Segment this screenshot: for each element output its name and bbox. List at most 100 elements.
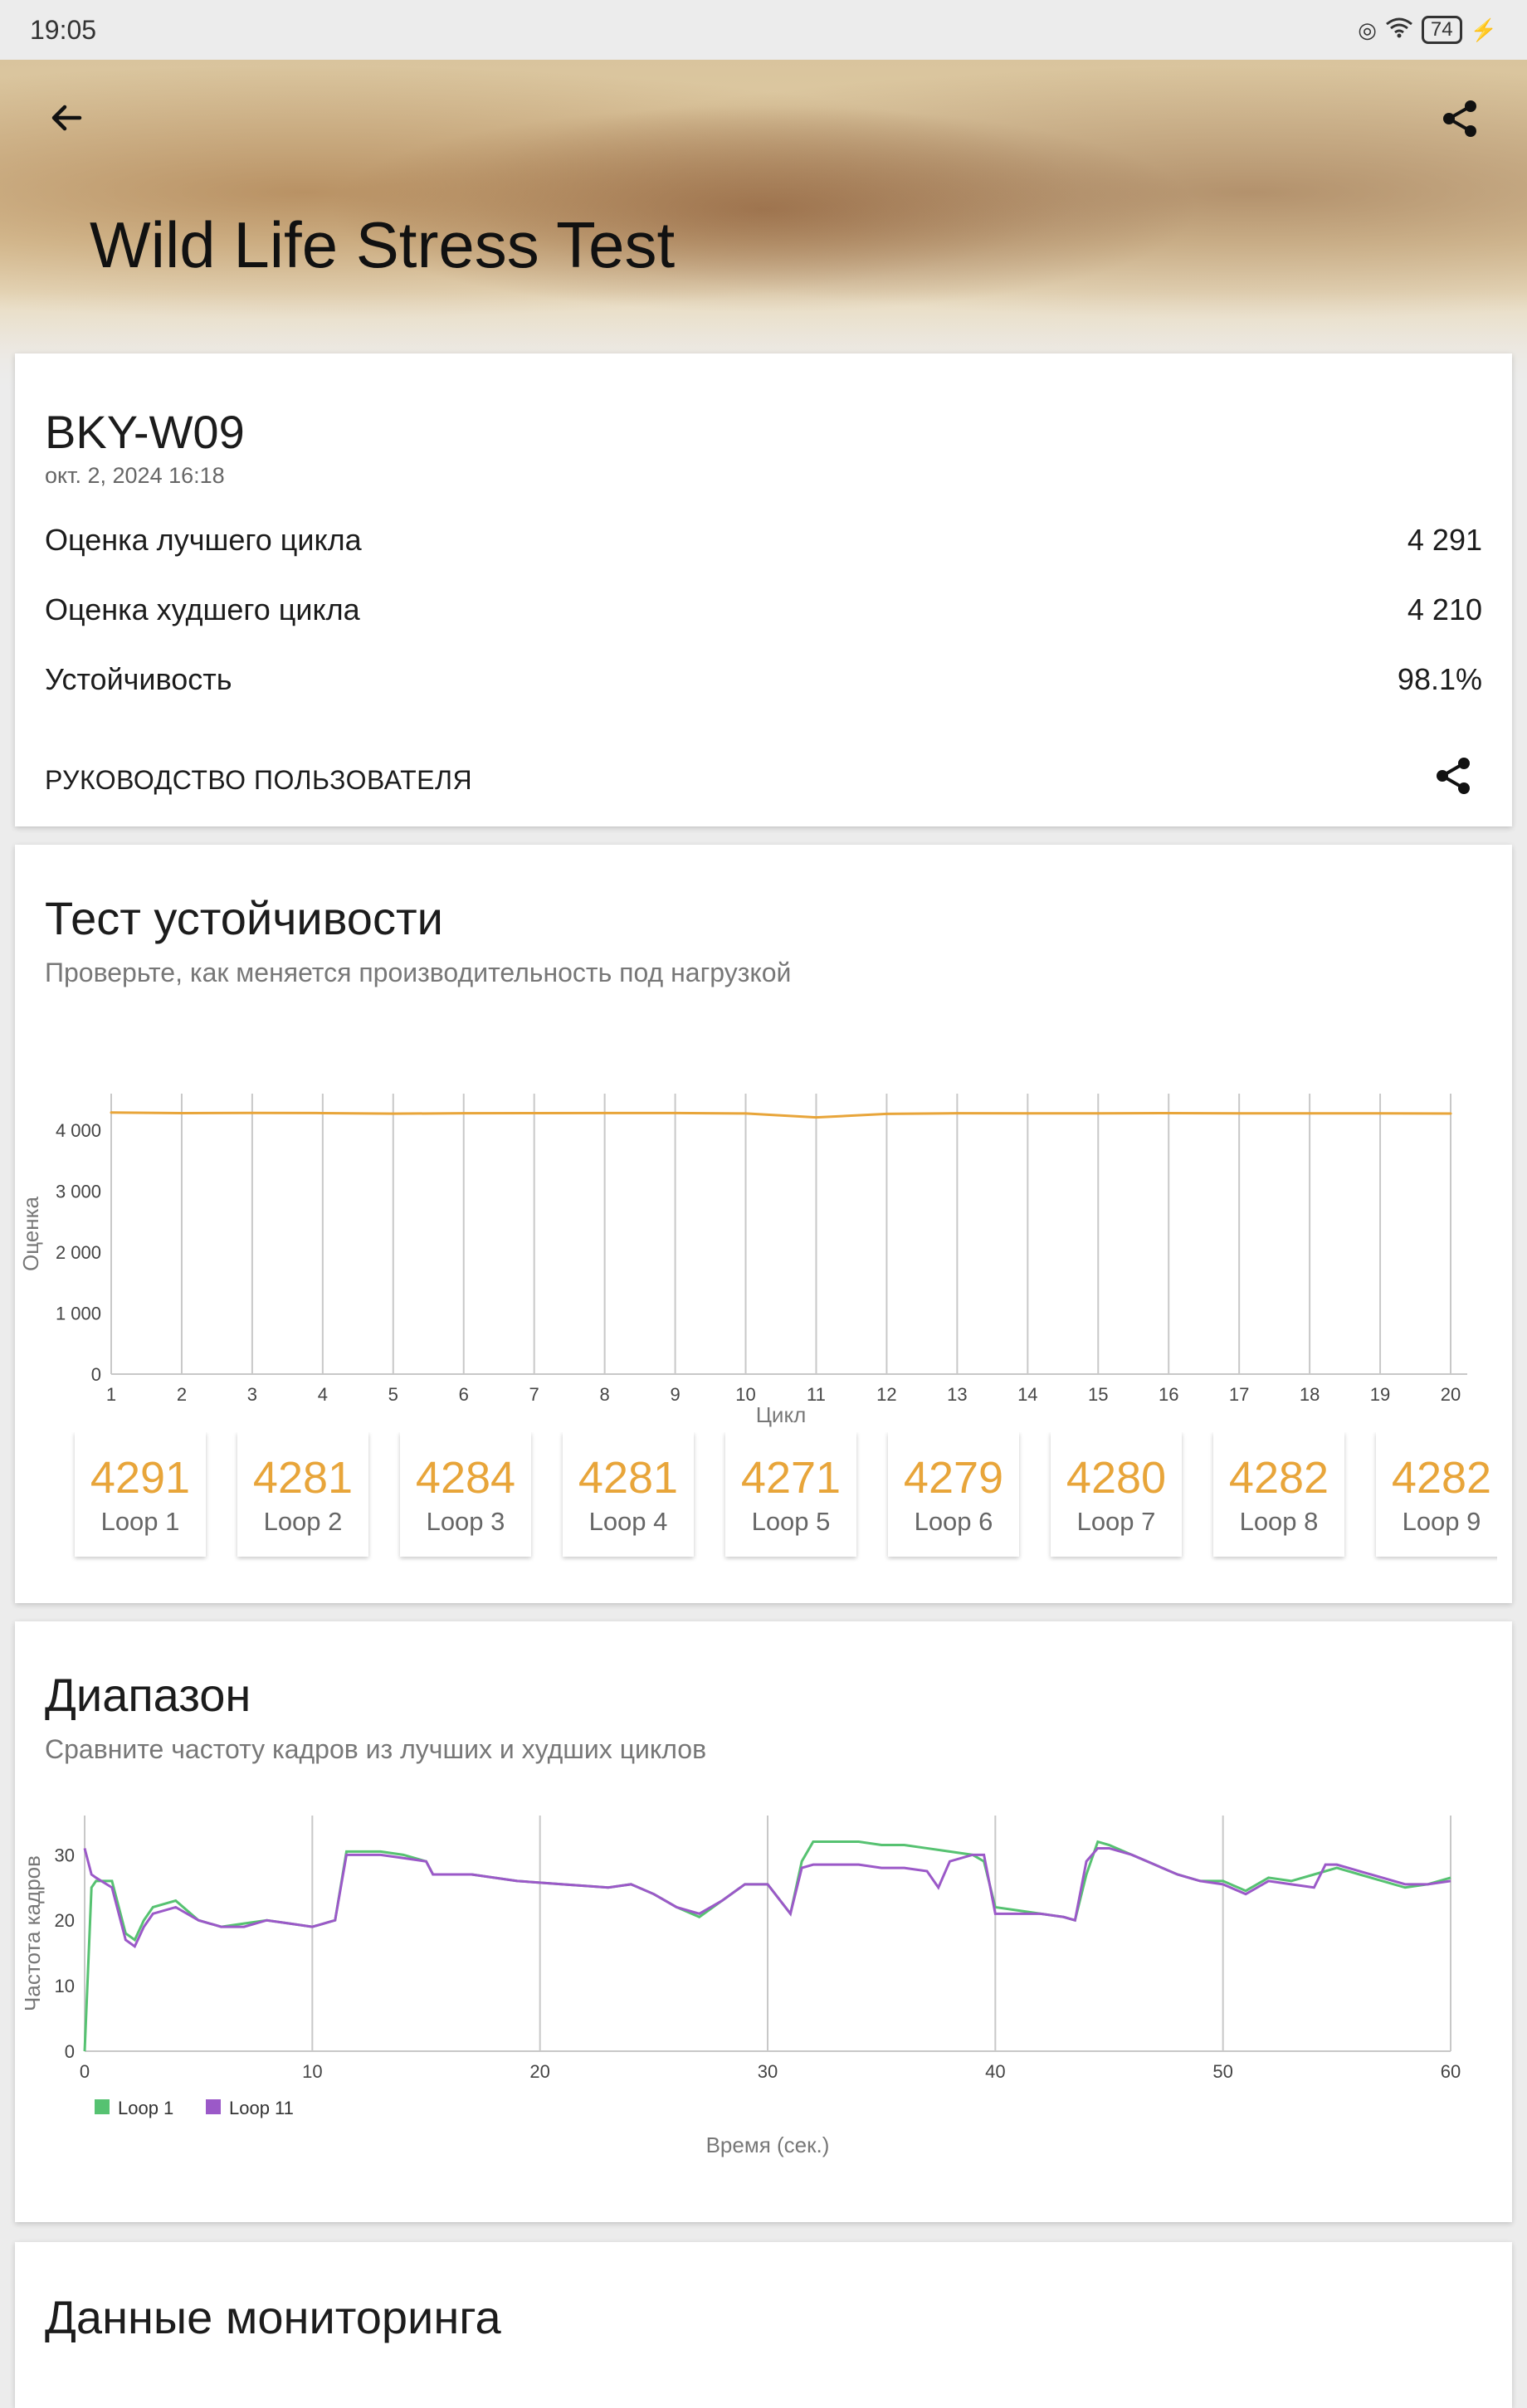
x-tick-label: 2	[177, 1384, 187, 1405]
section-subtitle: Сравните частоту кадров из лучших и худш…	[45, 1734, 707, 1764]
score-point	[462, 1112, 466, 1115]
x-tick-label: 13	[947, 1384, 967, 1405]
x-tick-label: 7	[529, 1384, 539, 1405]
share-icon	[1437, 758, 1470, 794]
stability-card: Тест устойчивости Проверьте, как меняетс…	[15, 845, 1512, 1603]
x-tick-label: 18	[1300, 1384, 1320, 1405]
score-point	[955, 1112, 959, 1115]
x-tick-label: 30	[758, 2061, 778, 2082]
y-tick-label: 0	[91, 1364, 101, 1385]
y-tick-label: 4 000	[56, 1120, 101, 1141]
stat-row-stability: Устойчивость 98.1%	[45, 662, 1482, 697]
x-tick-label: 1	[106, 1384, 116, 1405]
score-point	[392, 1112, 395, 1115]
section-title: Данные мониторинга	[45, 2291, 501, 2343]
score-point	[674, 1111, 677, 1114]
x-tick-label: 10	[735, 1384, 755, 1405]
loop-name: Loop 2	[263, 1507, 343, 1536]
x-axis-label: Время (сек.)	[706, 2133, 830, 2157]
summary-card: BKY-W09 окт. 2, 2024 16:18 Оценка лучшег…	[15, 353, 1512, 826]
x-tick-label: 14	[1017, 1384, 1037, 1405]
score-point	[1096, 1112, 1100, 1115]
legend-label: Loop 11	[229, 2098, 294, 2118]
status-icons: ◎ 74 ⚡	[1358, 16, 1497, 44]
loop-score: 4280	[1066, 1453, 1167, 1503]
x-tick-label: 17	[1229, 1384, 1249, 1405]
x-tick-label: 9	[670, 1384, 680, 1405]
loop-card[interactable]: 4291 Loop 1	[75, 1432, 206, 1557]
x-tick-label: 8	[600, 1384, 610, 1405]
x-tick-label: 4	[318, 1384, 328, 1405]
loop-card[interactable]: 4280 Loop 7	[1051, 1432, 1182, 1557]
score-point	[814, 1116, 817, 1119]
share-button[interactable]	[1439, 98, 1481, 139]
loop-score: 4282	[1228, 1453, 1329, 1503]
score-point	[1308, 1112, 1311, 1115]
loop-scores-strip[interactable]: 4291 Loop 1 4281 Loop 2 4284 Loop 3 4281 Loo…	[58, 1432, 1497, 1573]
y-axis-label: Частота кадров	[20, 1855, 45, 2011]
loop-card[interactable]: 4282 Loop 8	[1213, 1432, 1344, 1557]
score-point	[744, 1112, 748, 1115]
range-chart: 0 10 20 30 40 50 60 0 10 20 30 Loop 1 Loop 11 Время (…	[20, 1816, 1461, 2157]
stat-row-worst: Оценка худшего цикла 4 210	[45, 592, 1482, 627]
back-button[interactable]	[46, 98, 86, 138]
loop-card[interactable]: 4282 Loop 9	[1376, 1432, 1497, 1557]
x-tick-label: 40	[985, 2061, 1005, 2082]
share-results-button[interactable]	[1432, 755, 1474, 797]
x-tick-label: 15	[1088, 1384, 1108, 1405]
score-point	[1449, 1112, 1452, 1115]
loop-name: Loop 4	[588, 1507, 668, 1536]
legend-swatch	[95, 2099, 110, 2114]
x-tick-label: 0	[80, 2061, 90, 2082]
stat-label: Оценка лучшего цикла	[45, 523, 362, 557]
score-point	[533, 1112, 536, 1115]
user-guide-link[interactable]: РУКОВОДСТВО ПОЛЬЗОВАТЕЛЯ	[45, 765, 473, 795]
y-tick-label: 1 000	[56, 1304, 101, 1324]
loop-card[interactable]: 4271 Loop 5	[725, 1432, 856, 1557]
x-tick-label: 60	[1441, 2061, 1461, 2082]
x-tick-label: 10	[302, 2061, 322, 2082]
y-tick-label: 10	[55, 1976, 75, 1996]
stat-value: 98.1%	[1397, 662, 1482, 696]
loop-score: 4281	[252, 1453, 354, 1503]
test-date: окт. 2, 2024 16:18	[45, 463, 225, 488]
y-tick-label: 0	[65, 2041, 75, 2062]
status-bar: 19:05 ◎ 74 ⚡	[0, 0, 1527, 60]
x-tick-label: 5	[388, 1384, 398, 1405]
battery-icon: 74	[1421, 16, 1462, 44]
x-axis-label: Цикл	[756, 1402, 807, 1427]
loop-score: 4271	[740, 1453, 842, 1503]
legend-label: Loop 1	[118, 2098, 173, 2118]
fps-line-2	[83, 1846, 1451, 1949]
x-tick-label: 3	[247, 1384, 257, 1405]
loop-score: 4284	[415, 1453, 516, 1503]
range-card: Диапазон Сравните частоту кадров из лучш…	[15, 1621, 1512, 2222]
loop-card[interactable]: 4281 Loop 2	[237, 1432, 368, 1557]
x-tick-label: 20	[1441, 1384, 1461, 1405]
loop-name: Loop 9	[1402, 1507, 1481, 1536]
x-tick-label: 16	[1159, 1384, 1178, 1405]
stat-row-best: Оценка лучшего цикла 4 291	[45, 523, 1482, 558]
stat-label: Устойчивость	[45, 662, 232, 696]
score-line	[110, 1111, 1451, 1119]
y-axis-label: Оценка	[18, 1196, 43, 1271]
loop-card[interactable]: 4284 Loop 3	[400, 1432, 531, 1557]
charging-icon: ⚡	[1470, 17, 1497, 42]
arrow-left-icon	[51, 105, 82, 131]
score-point	[110, 1111, 113, 1114]
x-tick-label: 19	[1370, 1384, 1390, 1405]
monitoring-card: Данные мониторинга	[15, 2242, 1512, 2408]
hero-banner	[0, 60, 1527, 392]
wifi-icon	[1385, 17, 1413, 44]
score-point	[321, 1111, 324, 1114]
legend-swatch	[206, 2099, 221, 2114]
loop-name: Loop 6	[914, 1507, 993, 1536]
x-tick-label: 11	[807, 1384, 826, 1405]
score-point	[1237, 1112, 1241, 1115]
score-point	[251, 1111, 254, 1114]
loop-card[interactable]: 4281 Loop 4	[563, 1432, 694, 1557]
loop-score: 4282	[1391, 1453, 1492, 1503]
x-tick-label: 20	[529, 2061, 549, 2082]
loop-card[interactable]: 4279 Loop 6	[888, 1432, 1019, 1557]
